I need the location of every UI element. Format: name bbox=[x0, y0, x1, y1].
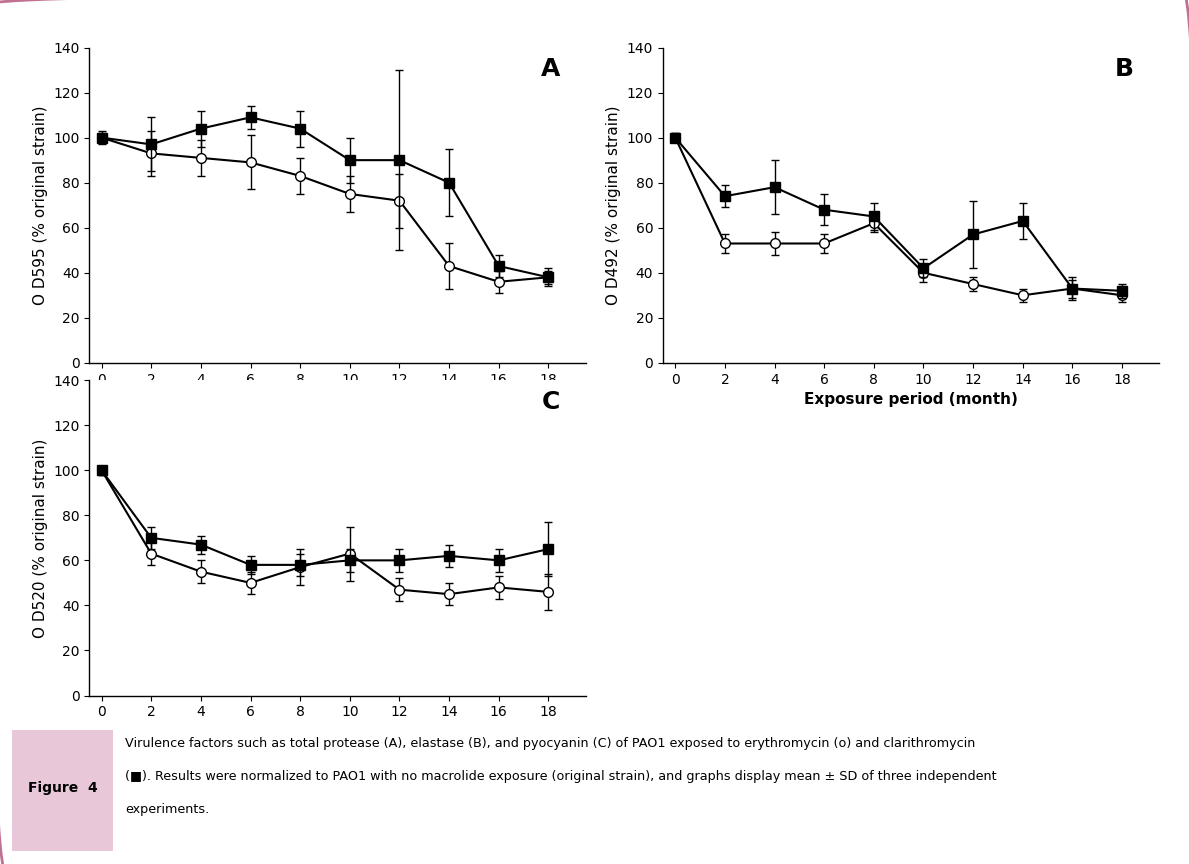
Y-axis label: O D520 (% original strain): O D520 (% original strain) bbox=[32, 438, 48, 638]
Text: (■). Results were normalized to PAO1 with no macrolide exposure (original strain: (■). Results were normalized to PAO1 wit… bbox=[125, 770, 996, 783]
Text: Figure  4: Figure 4 bbox=[27, 781, 97, 796]
Text: Virulence factors such as total protease (A), elastase (B), and pyocyanin (C) of: Virulence factors such as total protease… bbox=[125, 737, 975, 750]
Text: A: A bbox=[541, 57, 560, 81]
X-axis label: Exposure period (month): Exposure period (month) bbox=[231, 392, 445, 407]
Text: B: B bbox=[1115, 57, 1134, 81]
Y-axis label: O D492 (% original strain): O D492 (% original strain) bbox=[606, 105, 621, 305]
Y-axis label: O D595 (% original strain): O D595 (% original strain) bbox=[32, 105, 48, 305]
Text: C: C bbox=[542, 390, 560, 414]
X-axis label: Exposure period (month): Exposure period (month) bbox=[804, 392, 1018, 407]
X-axis label: Exposure period (month): Exposure period (month) bbox=[231, 725, 445, 740]
Text: experiments.: experiments. bbox=[125, 803, 209, 816]
